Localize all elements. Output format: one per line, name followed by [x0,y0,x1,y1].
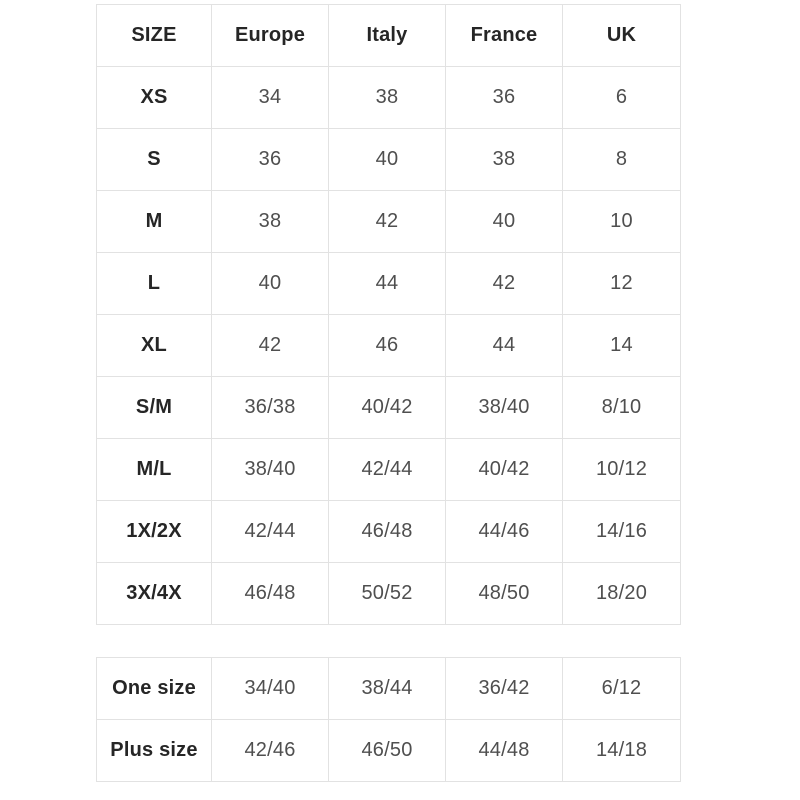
table-row-m: M 38 42 40 10 [96,190,681,253]
table-row-sm: S/M 36/38 40/42 38/40 8/10 [96,376,681,439]
header-row: SIZE Europe Italy France UK [96,4,681,67]
size-label-cell: 3X/4X [96,562,212,625]
size-label-cell: M/L [96,438,212,501]
table-row-xs: XS 34 38 36 6 [96,66,681,129]
value-cell: 44/46 [445,500,563,563]
value-cell: 42/44 [328,438,446,501]
value-cell: 34 [211,66,329,129]
value-cell: 36 [445,66,563,129]
value-cell: 38 [328,66,446,129]
value-cell: 42 [328,190,446,253]
value-cell: 14/18 [562,719,681,782]
value-cell: 6 [562,66,681,129]
value-cell: 36/38 [211,376,329,439]
header-cell-europe: Europe [211,4,329,67]
header-cell-uk: UK [562,4,681,67]
value-cell: 40/42 [328,376,446,439]
size-label-cell: XL [96,314,212,377]
table-row-1x2x: 1X/2X 42/44 46/48 44/46 14/16 [96,500,681,563]
value-cell: 34/40 [211,657,329,720]
value-cell: 50/52 [328,562,446,625]
value-cell: 46/50 [328,719,446,782]
value-cell: 44/48 [445,719,563,782]
size-label-cell: One size [96,657,212,720]
value-cell: 10 [562,190,681,253]
value-cell: 12 [562,252,681,315]
value-cell: 38 [445,128,563,191]
value-cell: 44 [328,252,446,315]
size-label-cell: L [96,252,212,315]
size-label-cell: S [96,128,212,191]
value-cell: 40/42 [445,438,563,501]
header-cell-italy: Italy [328,4,446,67]
value-cell: 48/50 [445,562,563,625]
table-row-plus-size: Plus size 42/46 46/50 44/48 14/18 [96,719,681,782]
size-label-cell: 1X/2X [96,500,212,563]
value-cell: 42/44 [211,500,329,563]
value-cell: 44 [445,314,563,377]
special-sizes-table: One size 34/40 38/44 36/42 6/12 Plus siz… [96,657,681,782]
value-cell: 36/42 [445,657,563,720]
header-cell-size: SIZE [96,4,212,67]
value-cell: 42/46 [211,719,329,782]
value-cell: 8/10 [562,376,681,439]
value-cell: 42 [445,252,563,315]
header-cell-france: France [445,4,563,67]
table-row-ml: M/L 38/40 42/44 40/42 10/12 [96,438,681,501]
value-cell: 36 [211,128,329,191]
size-label-cell: M [96,190,212,253]
table-row-l: L 40 44 42 12 [96,252,681,315]
size-label-cell: Plus size [96,719,212,782]
value-cell: 38/40 [211,438,329,501]
value-cell: 38/44 [328,657,446,720]
size-conversion-table: SIZE Europe Italy France UK XS 34 38 36 … [96,4,681,625]
value-cell: 40 [328,128,446,191]
value-cell: 38 [211,190,329,253]
table-row-3x4x: 3X/4X 46/48 50/52 48/50 18/20 [96,562,681,625]
value-cell: 10/12 [562,438,681,501]
table-row-s: S 36 40 38 8 [96,128,681,191]
value-cell: 40 [445,190,563,253]
value-cell: 46 [328,314,446,377]
value-cell: 46/48 [328,500,446,563]
size-label-cell: XS [96,66,212,129]
value-cell: 18/20 [562,562,681,625]
value-cell: 40 [211,252,329,315]
value-cell: 38/40 [445,376,563,439]
size-label-cell: S/M [96,376,212,439]
value-cell: 42 [211,314,329,377]
value-cell: 8 [562,128,681,191]
table-row-xl: XL 42 46 44 14 [96,314,681,377]
value-cell: 46/48 [211,562,329,625]
value-cell: 14 [562,314,681,377]
size-guide: SIZE Europe Italy France UK XS 34 38 36 … [96,4,681,782]
value-cell: 14/16 [562,500,681,563]
table-row-one-size: One size 34/40 38/44 36/42 6/12 [96,657,681,720]
value-cell: 6/12 [562,657,681,720]
